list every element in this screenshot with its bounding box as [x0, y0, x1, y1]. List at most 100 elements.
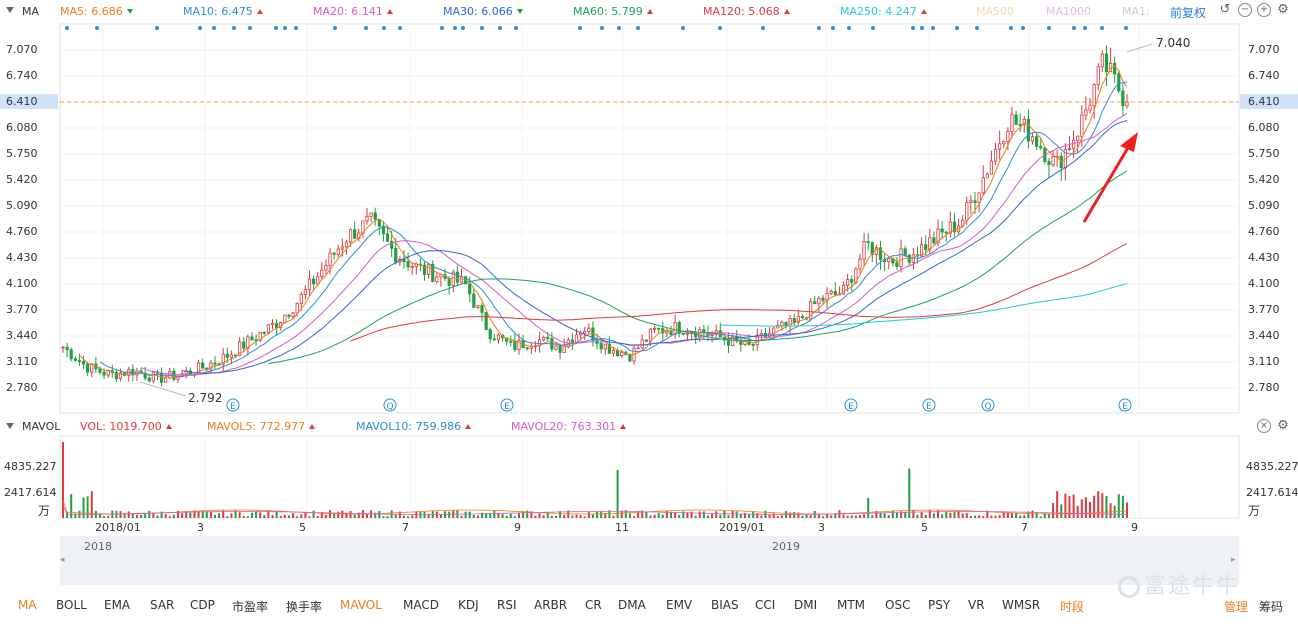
tab-OSC[interactable]: OSC [885, 598, 911, 612]
tab-CR[interactable]: CR [585, 598, 602, 612]
legend-ma1: MA1: [1122, 5, 1150, 18]
tab-RSI[interactable]: RSI [497, 598, 517, 612]
volume-bar [986, 510, 989, 518]
candle-body [86, 363, 90, 373]
tab-EMA[interactable]: EMA [104, 598, 131, 612]
volume-bar [1039, 516, 1042, 518]
navigator-left-handle-icon[interactable]: ◂ [60, 555, 65, 565]
volume-bar [587, 512, 590, 518]
candle-body [833, 291, 837, 295]
dividend-marker-icon [212, 26, 216, 30]
candle-body [965, 202, 969, 221]
tab-PSY[interactable]: PSY [928, 598, 951, 612]
candle-body [488, 329, 492, 340]
volume-tick-high-right: 4835.227 [1246, 460, 1298, 473]
volume-bar [961, 513, 964, 518]
event-marker-icon [981, 398, 995, 412]
tab-市盈率[interactable]: 市盈率 [232, 600, 269, 614]
indicator-dropdown-icon[interactable] [6, 7, 14, 13]
tab-DMI[interactable]: DMI [794, 598, 818, 612]
dividend-marker-icon [636, 26, 640, 30]
volume-indicator-name[interactable]: MAVOL [22, 420, 61, 433]
zoom-in-icon[interactable]: + [1257, 3, 1271, 17]
tab-MACD[interactable]: MACD [403, 598, 439, 612]
volume-bar [246, 516, 249, 518]
tab-CDP[interactable]: CDP [190, 598, 215, 612]
restore-toggle[interactable]: 前复权 [1170, 6, 1207, 20]
volume-bar [74, 513, 77, 518]
volume-bar [1060, 504, 1063, 518]
candle-body [850, 279, 854, 283]
time-label: 5 [921, 521, 928, 534]
navigator-right-handle-icon[interactable]: ▸ [1231, 555, 1236, 565]
candle-body [517, 340, 521, 351]
volume-bar [879, 513, 882, 518]
volume-bar [670, 511, 672, 518]
tab-VR[interactable]: VR [968, 598, 985, 612]
tab-时段[interactable]: 时段 [1060, 600, 1085, 614]
undo-icon[interactable]: ↺ [1219, 2, 1231, 17]
volume-settings-icon[interactable]: ⚙ [1277, 418, 1289, 433]
ma120-line [350, 243, 1128, 342]
volume-bar [107, 515, 110, 518]
tab-KDJ[interactable]: KDJ [458, 598, 479, 612]
volume-bar [98, 513, 101, 518]
ma10-line [99, 81, 1128, 378]
event-marker-icon [500, 398, 514, 412]
price-tick-label: 4.100 [1248, 277, 1280, 290]
candle-body [221, 353, 225, 365]
candle-body [373, 212, 377, 220]
dividend-marker-icon [364, 26, 368, 30]
volume-bar [575, 514, 578, 518]
volume-bar [612, 515, 615, 518]
candle-body [620, 351, 624, 357]
volume-bar [912, 510, 915, 518]
candle-body [209, 362, 213, 370]
volume-bar [957, 511, 960, 518]
tab-BIAS[interactable]: BIAS [711, 598, 739, 612]
tab-ARBR[interactable]: ARBR [534, 598, 568, 612]
volume-bar [867, 498, 870, 518]
tab-DMA[interactable]: DMA [618, 598, 646, 612]
volume-bar [875, 510, 878, 518]
chips-link[interactable]: 筹码 [1259, 600, 1284, 614]
time-label: 7 [1021, 521, 1028, 534]
volume-bar [439, 514, 442, 518]
tab-MTM[interactable]: MTM [837, 598, 866, 612]
volume-dropdown-icon[interactable] [6, 423, 14, 429]
range-navigator[interactable] [60, 536, 1239, 585]
tab-SAR[interactable]: SAR [150, 598, 175, 612]
volume-bar [871, 515, 874, 518]
volume-bar [550, 515, 553, 518]
tab-MA[interactable]: MA [18, 598, 37, 612]
candle-body [870, 242, 874, 255]
watermark-logo-icon [1118, 576, 1140, 598]
indicator-name[interactable]: MA [22, 5, 40, 18]
candle-body [993, 148, 998, 162]
tab-BOLL[interactable]: BOLL [56, 598, 87, 612]
settings-gear-icon[interactable]: ⚙ [1277, 2, 1289, 17]
zoom-out-icon[interactable]: − [1238, 3, 1252, 17]
tab-EMV[interactable]: EMV [666, 598, 693, 612]
candle-body [238, 341, 242, 357]
manage-link[interactable]: 管理 [1224, 600, 1249, 614]
volume-bar [776, 516, 779, 518]
volume-bar [526, 510, 529, 518]
tab-MAVOL[interactable]: MAVOL [340, 598, 382, 612]
volume-tick-high-left: 4835.227 [4, 460, 57, 473]
candle-body [874, 247, 879, 255]
dividend-marker-icon [1100, 26, 1104, 30]
tab-CCI[interactable]: CCI [755, 598, 776, 612]
candle-body [1014, 114, 1018, 125]
legend-ma10: MA10: 6.475 [183, 5, 263, 18]
dividend-marker-icon [920, 26, 924, 30]
volume-bar [649, 515, 652, 518]
candle-body [936, 228, 940, 244]
tab-换手率[interactable]: 换手率 [286, 600, 323, 614]
price-tick-label: 3.440 [6, 329, 38, 342]
price-tick-label: 5.090 [6, 199, 38, 212]
candle-body [353, 229, 357, 239]
tab-WMSR[interactable]: WMSR [1002, 598, 1041, 612]
close-pane-icon[interactable]: × [1257, 419, 1271, 433]
